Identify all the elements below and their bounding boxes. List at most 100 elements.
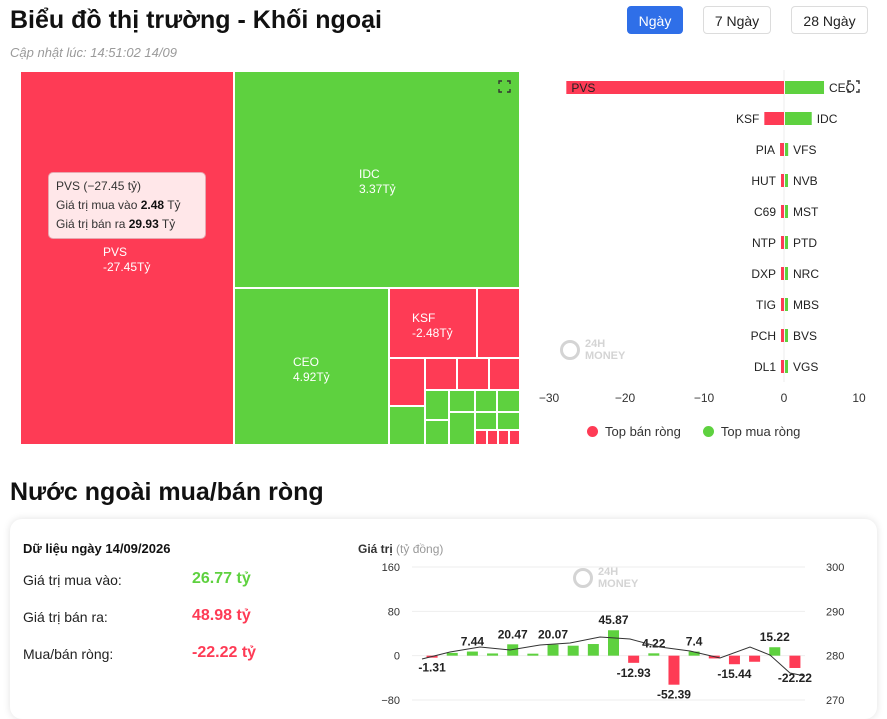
treemap-cell[interactable]: [425, 358, 457, 390]
treemap-cell-ceo[interactable]: CEO 4.92Tỷ: [234, 288, 389, 445]
net-bar[interactable]: [688, 651, 700, 656]
buy-bar[interactable]: [785, 143, 789, 156]
sell-bar[interactable]: [781, 329, 784, 342]
treemap-cell-idc[interactable]: IDC 3.37Tỷ: [234, 71, 520, 288]
net-bar[interactable]: [446, 652, 458, 656]
y2-tick: 280: [826, 651, 844, 663]
sell-code-label: KSF: [736, 112, 759, 126]
treemap-cell[interactable]: [457, 358, 489, 390]
treemap-cell-pvs[interactable]: PVS -27.45Tỷ: [20, 71, 234, 445]
legend-sell[interactable]: Top bán ròng: [587, 424, 681, 439]
sell-bar[interactable]: [781, 205, 784, 218]
bar-value-label: 15.22: [760, 630, 790, 644]
cell-code: PVS: [103, 245, 128, 259]
treemap-cell[interactable]: [425, 390, 449, 420]
net-value-label: Mua/bán ròng:: [23, 646, 114, 662]
net-bar[interactable]: [668, 655, 680, 685]
sell-bar[interactable]: [781, 360, 784, 373]
sell-bar[interactable]: [764, 112, 784, 125]
buy-bar[interactable]: [785, 329, 788, 342]
sell-code-label: DL1: [754, 360, 776, 374]
net-value: -22.22 tỷ: [192, 644, 257, 661]
net-bar[interactable]: [527, 653, 539, 656]
net-bar[interactable]: [547, 644, 559, 656]
net-bar[interactable]: [608, 630, 619, 656]
treemap-cell[interactable]: [487, 430, 498, 445]
buy-bar[interactable]: [785, 112, 812, 125]
treemap-cell[interactable]: [489, 358, 520, 390]
treemap: PVS -27.45Tỷ IDC 3.37Tỷ CEO 4.92Tỷ KSF -…: [20, 71, 520, 445]
treemap-cell[interactable]: [497, 390, 520, 412]
tab-day[interactable]: Ngày: [627, 6, 683, 34]
sell-bar[interactable]: [780, 143, 784, 156]
net-bar[interactable]: [628, 655, 640, 663]
chart-legend: Top bán ròng Top mua ròng: [587, 424, 800, 439]
sell-bar[interactable]: [781, 236, 784, 249]
x-tick: 10: [852, 391, 866, 405]
y2-tick: 270: [826, 695, 844, 707]
net-bar[interactable]: [769, 647, 781, 656]
cell-code: IDC: [359, 167, 380, 181]
treemap-cell[interactable]: [475, 390, 497, 412]
net-bar[interactable]: [728, 655, 740, 665]
data-date: Dữ liệu ngày 14/09/2026: [23, 541, 171, 556]
net-bar[interactable]: [487, 653, 499, 656]
treemap-cell[interactable]: [449, 412, 475, 445]
fullscreen-icon[interactable]: [847, 80, 860, 93]
treemap-cell[interactable]: [509, 430, 520, 445]
fullscreen-icon[interactable]: [498, 80, 511, 93]
net-flow-card: Dữ liệu ngày 14/09/2026 Giá trị mua vào:…: [10, 519, 877, 719]
legend-buy[interactable]: Top mua ròng: [702, 424, 800, 439]
money-logo-icon: [573, 568, 593, 588]
treemap-cell[interactable]: [475, 412, 497, 430]
net-bar[interactable]: [587, 644, 599, 656]
buy-code-label: MBS: [793, 298, 819, 312]
treemap-cell[interactable]: [477, 288, 520, 358]
treemap-cell[interactable]: [498, 430, 509, 445]
tooltip-title: PVS (−27.45 tỷ): [56, 179, 142, 193]
sell-code-label: HUT: [751, 174, 776, 188]
bar-value-label: 7.44: [461, 635, 485, 649]
net-bar[interactable]: [466, 651, 478, 656]
sell-bar[interactable]: [566, 81, 784, 94]
tooltip-buy: Giá trị mua vào 2.48 Tỷ: [56, 198, 181, 212]
treemap-cell-ksf[interactable]: KSF -2.48Tỷ: [389, 288, 477, 358]
buy-bar[interactable]: [785, 298, 788, 311]
tab-28-days[interactable]: 28 Ngày: [791, 6, 868, 34]
bar-value-label: -52.39: [657, 688, 691, 702]
buy-bar[interactable]: [785, 174, 788, 187]
sell-code-label: PVS: [571, 81, 595, 95]
sell-code-label: PIA: [756, 143, 775, 157]
buy-bar[interactable]: [785, 267, 788, 280]
buy-bar[interactable]: [785, 236, 788, 249]
treemap-cell[interactable]: [497, 412, 520, 430]
sell-bar[interactable]: [781, 298, 784, 311]
treemap-cell[interactable]: [449, 390, 475, 412]
buy-bar[interactable]: [785, 360, 788, 373]
net-bar[interactable]: [567, 645, 579, 656]
treemap-cell[interactable]: [389, 406, 425, 445]
net-bar[interactable]: [789, 655, 801, 668]
treemap-cell[interactable]: [389, 358, 425, 406]
sell-bar[interactable]: [781, 174, 784, 187]
x-tick: −20: [614, 391, 636, 405]
tab-7-days[interactable]: 7 Ngày: [703, 6, 771, 34]
treemap-cell[interactable]: [425, 420, 449, 445]
buy-value-label: Giá trị mua vào:: [23, 572, 122, 588]
treemap-cell[interactable]: [475, 430, 487, 445]
cell-code: KSF: [412, 311, 436, 325]
buy-code-label: BVS: [793, 329, 817, 343]
buy-code-label: MST: [793, 205, 819, 219]
sell-code-label: C69: [754, 205, 776, 219]
sell-bar[interactable]: [781, 267, 784, 280]
page-title: Biểu đồ thị trường - Khối ngoại: [10, 6, 382, 34]
buy-code-label: VFS: [793, 143, 816, 157]
buy-bar[interactable]: [785, 81, 825, 94]
bar-value-label: 20.07: [538, 628, 568, 642]
bar-value-label: -12.93: [617, 666, 651, 680]
bar-value-label: -1.31: [418, 661, 446, 675]
buy-bar[interactable]: [785, 205, 788, 218]
updated-time: Cập nhật lúc: 14:51:02 14/09: [10, 45, 177, 60]
net-bar[interactable]: [648, 653, 660, 656]
net-bar[interactable]: [749, 655, 761, 662]
